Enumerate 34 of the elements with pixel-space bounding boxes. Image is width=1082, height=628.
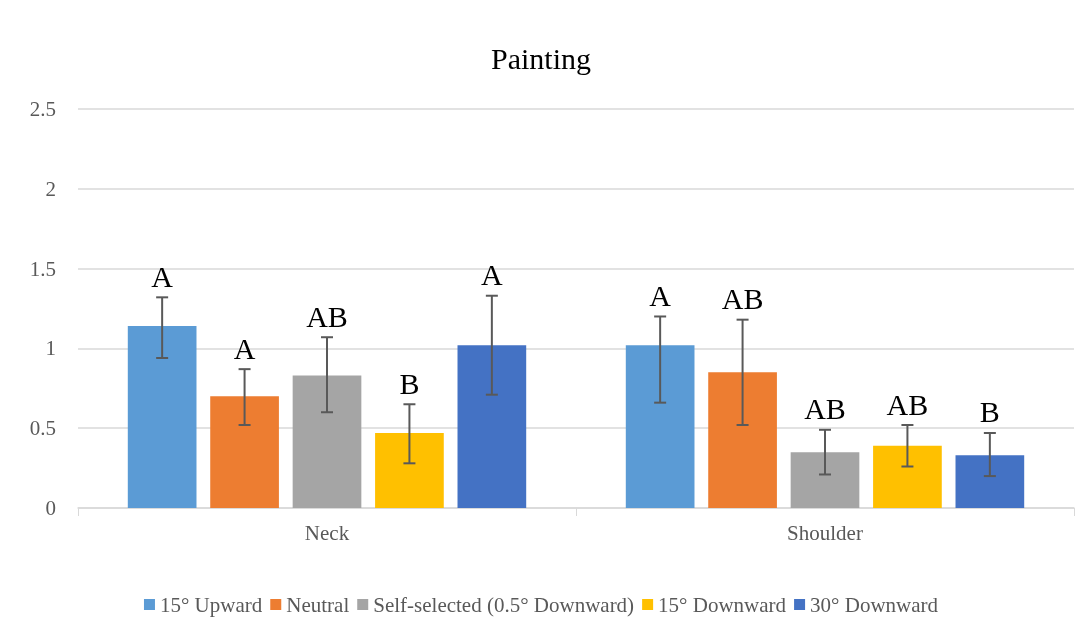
x-tick-label: Neck — [304, 520, 350, 545]
data-label: A — [649, 278, 672, 312]
y-tick-label: 1.5 — [29, 256, 56, 281]
chart-title: Painting — [490, 41, 592, 75]
data-label: AB — [721, 282, 764, 316]
x-tick-label: Shoulder — [787, 520, 863, 545]
y-tick-label: 0.5 — [29, 416, 56, 441]
y-tick-label: 2.5 — [29, 97, 56, 121]
data-label: A — [151, 259, 174, 293]
bar — [375, 432, 444, 508]
bar — [955, 455, 1025, 508]
bar — [292, 375, 362, 508]
data-label: AB — [306, 299, 348, 333]
legend-label: Self-selected (0.5° Downward) — [373, 592, 635, 617]
legend-label: 15° Downward — [658, 592, 787, 617]
data-label: AB — [804, 392, 846, 426]
bar — [708, 372, 777, 508]
bar — [625, 345, 695, 508]
data-label: B — [399, 366, 420, 400]
bar — [457, 345, 527, 508]
data-label: A — [233, 331, 256, 365]
legend-label: 30° Downward — [810, 592, 939, 617]
y-tick-label: 2 — [45, 176, 56, 201]
y-tick-label: 0 — [45, 496, 56, 520]
bar — [873, 445, 942, 508]
data-label: B — [979, 395, 1000, 429]
y-tick-label: 1 — [45, 336, 56, 361]
data-label: A — [481, 258, 504, 292]
bar — [790, 452, 860, 508]
data-label: AB — [886, 387, 929, 421]
legend-label: 15° Upward — [159, 592, 263, 617]
bar — [127, 326, 197, 508]
bar — [210, 396, 279, 508]
legend-label: Neutral — [286, 592, 350, 617]
